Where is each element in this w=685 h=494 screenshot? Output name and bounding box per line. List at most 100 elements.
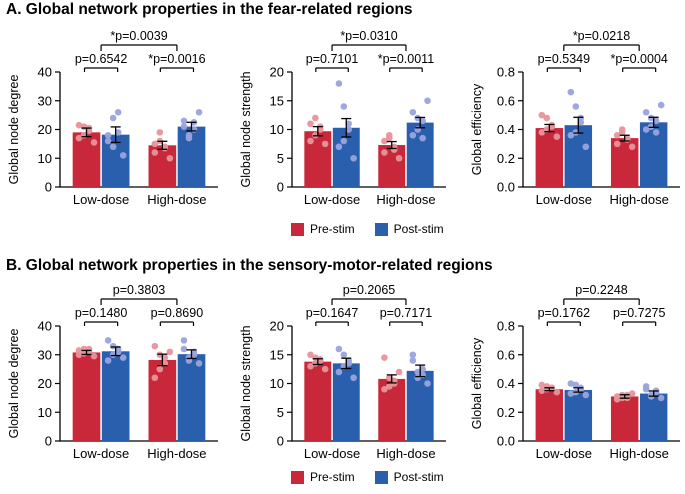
data-point bbox=[419, 134, 426, 142]
chart-panel-5: Global node strength 0 5 10 15 20 Low-dose High… bbox=[239, 283, 446, 461]
y-tick-label: 0.0 bbox=[497, 434, 515, 449]
data-point bbox=[350, 154, 357, 162]
legend-label-pre: Pre-stim bbox=[310, 222, 355, 236]
bar-pre-stim bbox=[610, 396, 639, 441]
y-tick-label: 0 bbox=[277, 180, 284, 195]
within-p-value: p=0.7171 bbox=[380, 306, 433, 320]
within-p-value: p=0.8690 bbox=[151, 306, 204, 320]
within-p-value: p=0.1480 bbox=[75, 306, 128, 320]
data-point bbox=[567, 380, 575, 387]
y-tick-label: 20 bbox=[38, 122, 52, 137]
data-point bbox=[345, 360, 353, 367]
legend-item-post: Post-stim bbox=[374, 222, 444, 236]
data-point bbox=[381, 354, 388, 361]
data-point bbox=[75, 134, 83, 142]
x-tick-label: Low-dose bbox=[304, 446, 360, 461]
data-point bbox=[321, 140, 329, 148]
between-p-value: *p=0.0039 bbox=[110, 29, 167, 43]
data-point bbox=[409, 108, 417, 116]
section-b-title: B. Global network properties in the sens… bbox=[6, 257, 493, 274]
x-tick-label: High-dose bbox=[610, 446, 669, 461]
data-point bbox=[381, 385, 388, 393]
y-axis-label: Global node degree bbox=[7, 75, 21, 185]
data-point bbox=[104, 337, 112, 344]
data-point bbox=[385, 131, 393, 139]
data-point bbox=[180, 337, 188, 344]
y-tick-label: 0.2 bbox=[497, 405, 515, 420]
data-point bbox=[119, 354, 127, 361]
y-tick-label: 0.2 bbox=[497, 151, 515, 166]
data-point bbox=[538, 381, 546, 389]
data-point bbox=[548, 121, 556, 129]
x-tick-label: High-dose bbox=[147, 446, 206, 461]
y-tick-label: 20 bbox=[270, 65, 284, 80]
data-point bbox=[335, 368, 343, 376]
data-point bbox=[104, 131, 112, 139]
y-tick-label: 0 bbox=[45, 434, 52, 449]
y-tick-label: 20 bbox=[270, 319, 284, 334]
bar-post-stim bbox=[101, 351, 130, 441]
data-point bbox=[409, 351, 417, 359]
data-point bbox=[381, 137, 388, 145]
x-tick-label: High-dose bbox=[376, 192, 435, 207]
data-point bbox=[652, 117, 660, 125]
data-point bbox=[381, 149, 388, 156]
data-point bbox=[114, 108, 122, 116]
data-point bbox=[185, 134, 193, 142]
data-point bbox=[409, 357, 417, 364]
x-tick-label: High-dose bbox=[376, 446, 435, 461]
data-point bbox=[166, 154, 174, 162]
data-point bbox=[538, 129, 546, 136]
y-tick-label: 20 bbox=[38, 376, 52, 391]
legend-b: Pre-stim Post-stim bbox=[291, 470, 464, 484]
data-point bbox=[618, 126, 626, 133]
between-p-value: *p=0.0218 bbox=[573, 29, 630, 43]
y-axis-label: Global node strength bbox=[239, 325, 253, 441]
data-point bbox=[151, 342, 159, 350]
data-point bbox=[161, 354, 169, 361]
y-tick-label: 10 bbox=[38, 405, 52, 420]
data-point bbox=[335, 80, 343, 87]
data-point bbox=[553, 388, 561, 396]
data-point bbox=[628, 390, 636, 397]
data-point bbox=[577, 114, 585, 122]
legend-a: Pre-stim Post-stim bbox=[291, 222, 464, 236]
y-tick-label: 15 bbox=[270, 93, 284, 108]
data-point bbox=[414, 368, 422, 376]
data-point bbox=[567, 390, 575, 397]
data-point bbox=[424, 380, 431, 387]
x-tick-label: Low-dose bbox=[304, 192, 360, 207]
y-tick-label: 15 bbox=[270, 347, 284, 362]
bar-post-stim bbox=[406, 122, 434, 187]
data-point bbox=[109, 114, 117, 122]
data-point bbox=[180, 123, 188, 130]
data-point bbox=[335, 143, 343, 151]
between-p-value: *p=0.0310 bbox=[340, 29, 397, 43]
y-tick-label: 10 bbox=[38, 151, 52, 166]
bar-post-stim bbox=[177, 354, 206, 441]
data-point bbox=[642, 126, 650, 133]
legend-swatch-post bbox=[374, 470, 388, 484]
between-p-value: p=0.3803 bbox=[113, 283, 166, 297]
y-tick-label: 0.4 bbox=[497, 376, 515, 391]
legend-item-pre: Pre-stim bbox=[291, 470, 355, 484]
within-p-value: p=0.7101 bbox=[306, 52, 359, 66]
bar-pre-stim bbox=[535, 389, 564, 441]
y-tick-label: 0 bbox=[45, 180, 52, 195]
data-point bbox=[538, 111, 546, 119]
data-point bbox=[104, 137, 112, 145]
data-point bbox=[613, 393, 621, 400]
data-point bbox=[114, 129, 122, 136]
data-point bbox=[161, 143, 169, 151]
within-p-value: *p=0.0016 bbox=[148, 52, 205, 66]
legend-label-post: Post-stim bbox=[393, 222, 444, 236]
y-tick-label: 40 bbox=[38, 319, 52, 334]
data-point bbox=[307, 137, 314, 145]
y-tick-label: 5 bbox=[277, 405, 284, 420]
y-tick-label: 0.6 bbox=[497, 347, 515, 362]
section-a-title: A. Global network properties in the fear… bbox=[6, 1, 413, 18]
within-p-value: p=0.1762 bbox=[538, 306, 591, 320]
y-axis-label: Global node degree bbox=[7, 329, 21, 439]
within-p-value: p=0.6542 bbox=[75, 52, 128, 66]
data-point bbox=[340, 137, 348, 145]
